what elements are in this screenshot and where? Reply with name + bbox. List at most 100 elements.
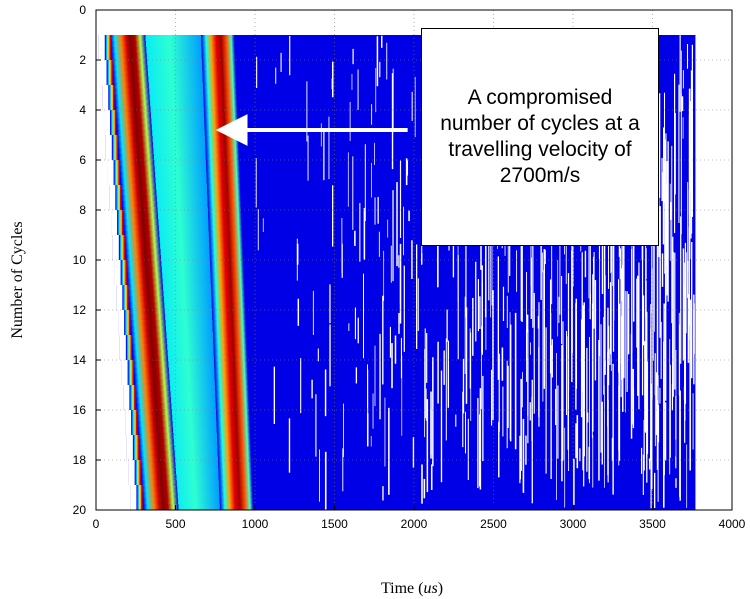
- heatmap-gap-row: [148, 171, 207, 179]
- heatmap-band-1-row: [118, 153, 154, 161]
- heatmap-gap-row: [145, 135, 206, 143]
- heatmap-band-2-row: [203, 100, 238, 107]
- heatmap-gap-row: [159, 331, 213, 339]
- heatmap-band-1-row: [129, 308, 165, 315]
- heatmap-leading-strip: [118, 235, 121, 260]
- heatmap-gap-row: [163, 385, 216, 392]
- x-tick-label: 3500: [639, 517, 666, 531]
- heatmap-band-2-row: [218, 468, 252, 475]
- heatmap-gap-row: [156, 290, 212, 297]
- heatmap-leading-strip: [105, 35, 108, 60]
- y-axis: 0 2 4 6 8 10 12 14 16 18 20: [73, 3, 101, 517]
- y-tick-label: 18: [73, 453, 87, 467]
- heatmap-band-2-row: [206, 171, 240, 179]
- heatmap-band-2-row: [207, 201, 242, 208]
- heatmap-gap-row: [142, 88, 204, 95]
- heatmap-band-2-row: [205, 147, 239, 155]
- y-tick-label: 2: [79, 53, 86, 67]
- y-tick-label: 0: [79, 3, 86, 17]
- heatmap-band-2-row: [202, 82, 237, 90]
- heatmap-gap-row: [160, 343, 214, 351]
- heatmap-gap-row: [149, 189, 208, 196]
- heatmap-band-1-row: [110, 40, 146, 48]
- heatmap-band-1-row: [118, 147, 154, 155]
- heatmap-band-2-row: [209, 254, 244, 262]
- heatmap-leading-strip: [124, 260, 126, 285]
- heatmap-leading-strip: [136, 435, 138, 460]
- heatmap-blank-region: [96, 460, 129, 486]
- heatmap-band-1-row: [140, 456, 176, 464]
- heatmap-band-1-row: [112, 58, 148, 66]
- heatmap-leading-strip: [122, 285, 124, 310]
- heatmap-band-1-row: [123, 219, 159, 226]
- heatmap-band-2-row: [202, 76, 237, 84]
- heatmap-band-1-row: [123, 213, 159, 220]
- heatmap-leading-strip: [114, 110, 117, 135]
- heatmap-band-2-row: [214, 373, 249, 380]
- heatmap-leading-strip: [115, 135, 117, 160]
- heatmap-leading-blank: [119, 335, 126, 360]
- heatmap-leading-strip: [124, 285, 127, 310]
- heatmap-band-1-row: [117, 130, 153, 137]
- heatmap-leading-strip: [116, 135, 118, 160]
- heatmap-band-1-row: [113, 76, 149, 84]
- heatmap-leading-strip: [135, 435, 137, 460]
- heatmap-leading-strip: [135, 460, 138, 485]
- heatmap-gap-row: [156, 296, 212, 303]
- heatmap-band-1-row: [130, 314, 166, 321]
- heatmap-gap-row: [146, 147, 206, 155]
- heatmap-band-2-row: [206, 165, 240, 173]
- heatmap-gap-row: [157, 308, 213, 315]
- y-tick-label: 6: [79, 153, 86, 167]
- heatmap-band-1-row: [133, 367, 169, 375]
- heatmap-gap-row: [150, 201, 208, 208]
- heatmap-gap-row: [160, 349, 214, 357]
- heatmap-blank-region: [96, 385, 124, 411]
- heatmap-leading-strip: [127, 285, 129, 310]
- heatmap-band-2-row: [209, 236, 243, 244]
- heatmap-leading-strip: [122, 235, 124, 260]
- heatmap-leading-strip: [125, 310, 127, 335]
- heatmap-gap-row: [158, 314, 213, 321]
- heatmap-band-2-row: [216, 409, 250, 416]
- heatmap-band-2-row: [205, 153, 240, 161]
- heatmap-band-1-row: [132, 349, 168, 357]
- heatmap-leading-strip: [124, 310, 126, 335]
- heatmap-band-2-row: [210, 272, 244, 280]
- heatmap-band-2-row: [216, 420, 250, 428]
- heatmap-blank-region: [96, 110, 105, 136]
- heatmap-band-2-row: [217, 444, 251, 452]
- heatmap-gap-row: [168, 462, 219, 470]
- heatmap-leading-strip: [139, 460, 141, 485]
- x-tick-label: 2500: [480, 517, 507, 531]
- heatmap-band-1-row: [116, 124, 152, 131]
- heatmap-leading-blank: [107, 160, 114, 185]
- heatmap-gap-row: [146, 141, 206, 149]
- heatmap-leading-blank: [105, 135, 112, 160]
- heatmap-gap-row: [154, 260, 211, 268]
- heatmap-band-2-row: [213, 337, 247, 345]
- heatmap-blank-region: [96, 160, 108, 186]
- heatmap-gap-row: [169, 480, 219, 487]
- heatmap-gap-row: [155, 278, 211, 285]
- heatmap-band-1-row: [121, 195, 157, 202]
- x-tick-label: 1500: [321, 517, 348, 531]
- heatmap-gap-row: [142, 94, 204, 101]
- y-tick-label: 16: [73, 403, 87, 417]
- heatmap-leading-strip: [141, 485, 143, 510]
- heatmap-gap-row: [156, 284, 212, 291]
- heatmap-leading-blank: [118, 310, 125, 335]
- heatmap-band-1-row: [127, 278, 163, 285]
- heatmap-band-1-row: [129, 302, 165, 309]
- heatmap-band-1-row: [137, 420, 173, 428]
- heatmap-band-1-row: [130, 320, 166, 327]
- heatmap-band-1-row: [115, 112, 151, 119]
- heatmap-band-1-row: [114, 88, 150, 95]
- heatmap-leading-strip: [113, 110, 116, 135]
- heatmap-leading-strip: [138, 485, 141, 510]
- heatmap-band-1-row: [134, 373, 170, 380]
- heatmap-leading-strip: [112, 110, 114, 135]
- heatmap-band-2-row: [219, 486, 253, 493]
- heatmap-gap-row: [158, 325, 213, 333]
- heatmap-leading-strip: [104, 35, 107, 60]
